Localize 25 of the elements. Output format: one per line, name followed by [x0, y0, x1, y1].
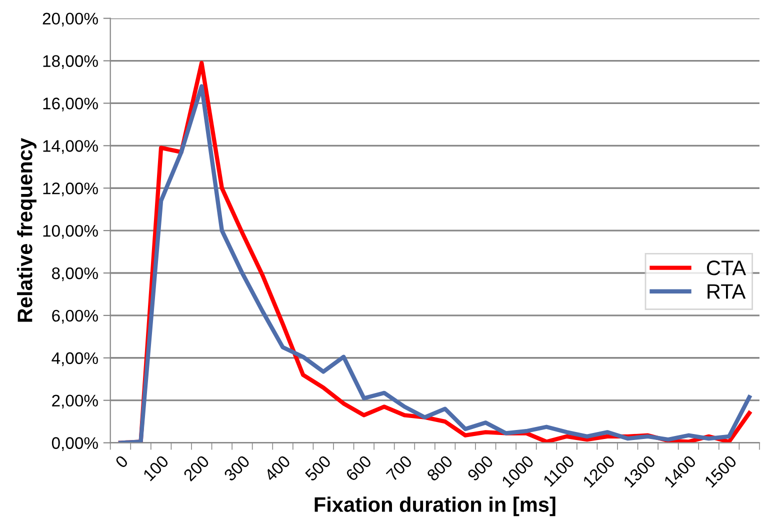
y-tick-label: 18,00% [43, 55, 98, 69]
x-tick-label: 800 [426, 454, 454, 482]
x-axis-title: Fixation duration in [ms] [314, 496, 556, 516]
y-tick-label: 6,00% [52, 310, 98, 324]
x-tick-label: 500 [304, 454, 332, 482]
legend-label: CTA [706, 260, 746, 276]
legend-label: RTA [708, 284, 746, 299]
y-tick-label: 16,00% [43, 98, 98, 112]
y-tick-label: 2,00% [52, 394, 98, 409]
y-tick-label: 14,00% [43, 140, 98, 154]
y-tick-label: 10,00% [43, 224, 98, 239]
x-tick-label: 300 [223, 454, 250, 482]
y-axis-title: Relative frequency [17, 138, 36, 322]
y-tick-label: 8,00% [52, 267, 98, 282]
x-tick-label: 400 [264, 454, 291, 482]
y-tick-label: 20,00% [42, 12, 98, 27]
x-tick-label: 100 [142, 454, 170, 482]
x-tick-label: 900 [466, 454, 494, 482]
x-tick-label: 200 [182, 454, 210, 482]
x-tick-label: 600 [345, 454, 372, 482]
y-tick-label: 12,00% [43, 182, 98, 196]
x-tick-label: 0 [114, 454, 129, 469]
y-tick-label: 0,00% [52, 437, 98, 451]
x-tick-label: 700 [386, 454, 413, 482]
y-tick-label: 4,00% [52, 352, 98, 366]
